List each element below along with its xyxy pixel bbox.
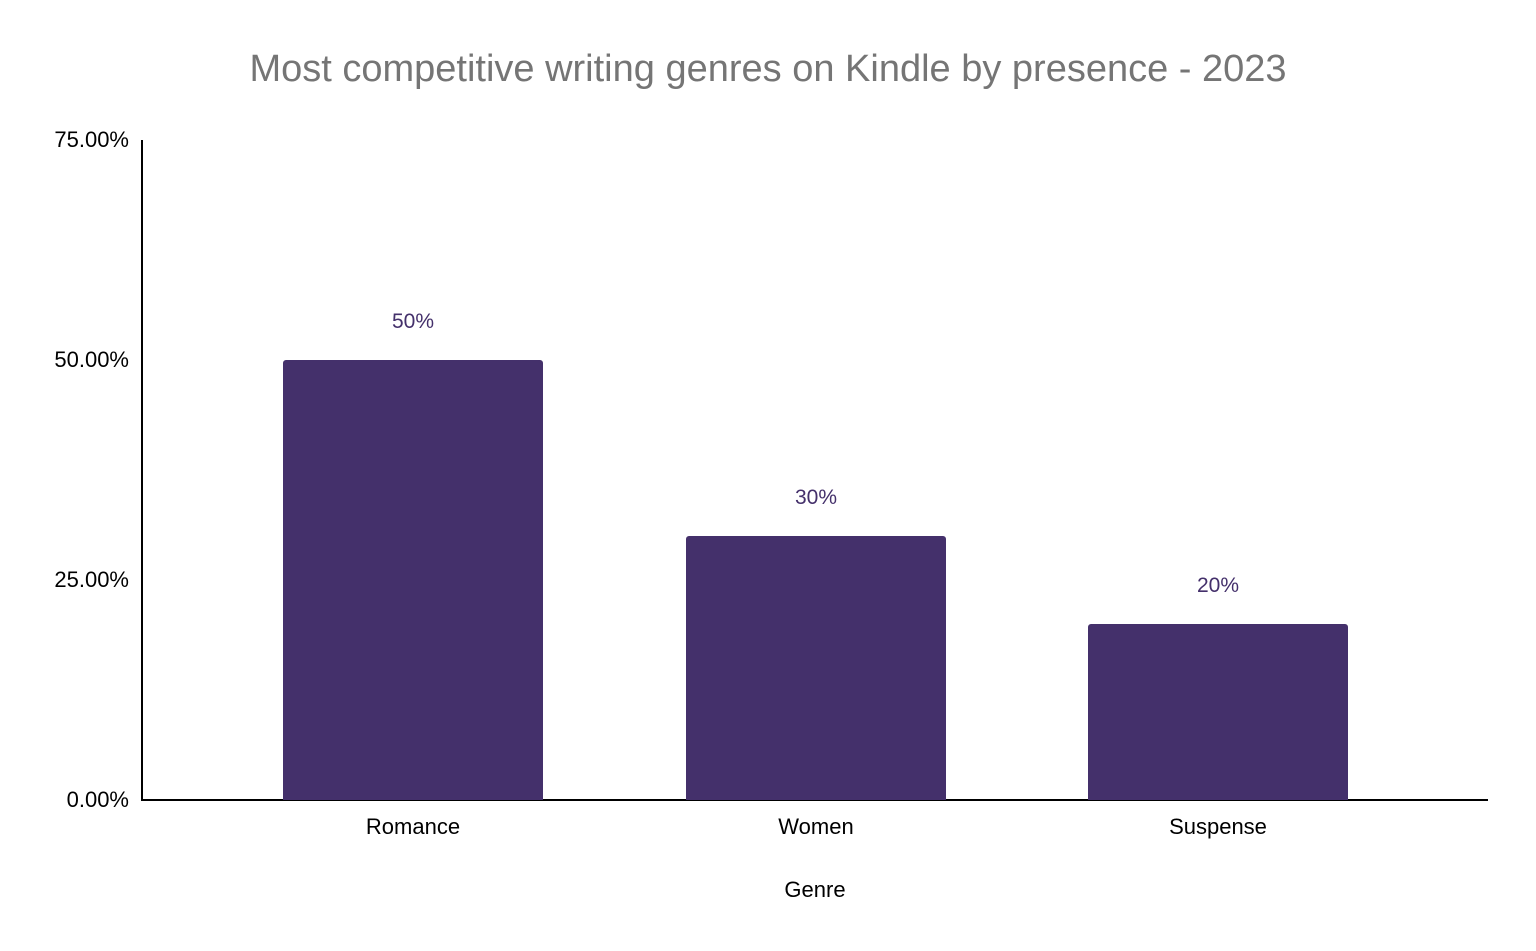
y-axis-line	[141, 140, 143, 801]
x-axis-label: Genre	[784, 877, 846, 902]
x-tick-label: Romance	[365, 814, 461, 839]
bar-women	[686, 536, 946, 800]
bar-suspense	[1088, 624, 1348, 800]
y-tick-label: 25.00%	[54, 567, 129, 592]
data-label: 50%	[391, 310, 435, 333]
x-tick-label: Women	[778, 814, 854, 839]
data-label: 20%	[1196, 574, 1240, 597]
bar-romance	[283, 360, 543, 800]
y-tick-label: 50.00%	[54, 347, 129, 372]
data-label: 30%	[794, 486, 838, 509]
y-tick-label: 0.00%	[66, 787, 129, 812]
x-axis-line	[141, 799, 1488, 801]
chart-title: Most competitive writing genres on Kindl…	[249, 48, 1287, 90]
x-tick-label: Suspense	[1169, 814, 1267, 839]
y-tick-label: 75.00%	[54, 127, 129, 152]
